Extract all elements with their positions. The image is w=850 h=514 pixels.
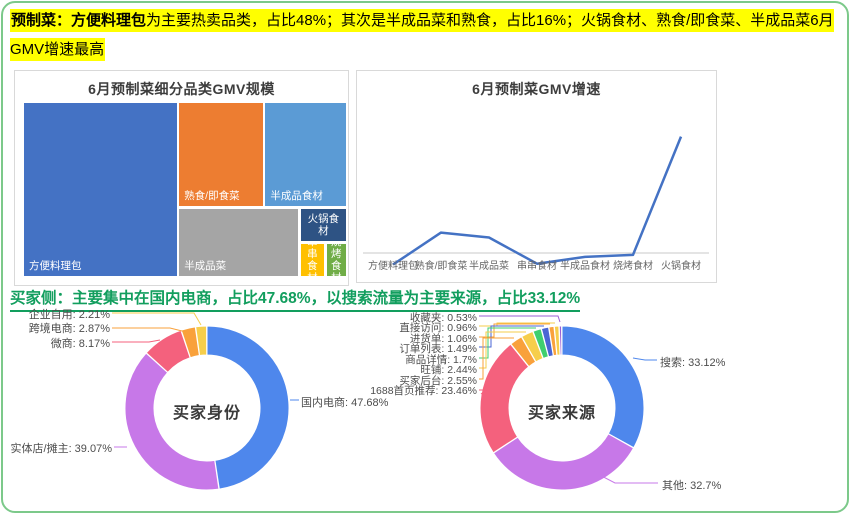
treemap-title: 6月预制菜细分品类GMV规模 — [88, 81, 275, 97]
pie-label-wangpu: 旺铺: 2.44% — [420, 364, 477, 376]
x-axis-label-6: 火锅食材 — [661, 261, 701, 272]
donut-slice-国内电商 — [206, 325, 290, 490]
pie-label-other: 其他: 32.7% — [662, 480, 722, 492]
treemap-cell-0: 方便料理包 — [23, 102, 178, 277]
x-axis-label-2: 半成品菜 — [469, 261, 509, 272]
pie-label-search: 搜索: 33.12% — [660, 357, 726, 369]
treemap-cell-label: 串串食材 — [307, 244, 318, 276]
treemap-cell-5: 串串食材 — [299, 242, 325, 277]
buyer-identity-donut — [124, 325, 290, 491]
treemap-cell-label: 熟食/即食菜 — [184, 190, 240, 202]
pie-label-enterprise: 企业自用: 2.21% — [28, 309, 110, 321]
buyer-source-center-label: 买家来源 — [527, 405, 596, 422]
donut-slice-收藏夹 — [558, 325, 563, 356]
line-chart-box: 6月预制菜GMV增速 方便料理包 熟食/即食菜 半成品菜 串串食材 半成品食材 烧烤食材火… — [356, 70, 717, 283]
pie-label-buyer-backend: 买家后台: 2.55% — [399, 375, 477, 387]
pie-label-direct: 直接访问: 0.96% — [399, 322, 477, 334]
x-axis-label-3: 串串食材 — [517, 261, 557, 272]
headline-highlight: 预制菜：方便料理包为主要热卖品类，占比48%；其次是半成品菜和熟食，占比16%；… — [10, 9, 834, 61]
pie-label-purchase-list: 进货单: 1.06% — [409, 333, 477, 345]
x-axis-label-4: 半成品食材 — [560, 261, 610, 272]
headline-bold: 预制菜：方便料理包 — [11, 12, 147, 29]
pie-label-favorites: 收藏夹: 0.53% — [409, 312, 477, 324]
headline-rest: 为主要热卖品类，占比48%；其次是半成品菜和熟食，占比16%；火锅食材、熟食/即… — [10, 12, 834, 58]
treemap-cell-4: 火锅食材 — [299, 207, 347, 243]
pie-label-order-list: 订单列表: 1.49% — [399, 343, 477, 355]
treemap-chart-box: 6月预制菜细分品类GMV规模 方便料理包 熟食/即食菜 半成品食材半成品菜 火锅食材串… — [14, 70, 349, 286]
pie-label-1688-home: 1688首页推荐: 23.46% — [370, 385, 477, 397]
donut-slice-实体店/摊主 — [124, 352, 220, 491]
x-axis-label-0: 方便料理包 — [368, 261, 418, 272]
x-axis-label-1: 熟食/即食菜 — [414, 261, 468, 272]
pie-label-product-detail: 商品详情: 1.7% — [405, 354, 477, 366]
line-chart-title: 6月预制菜GMV增速 — [472, 81, 601, 97]
treemap-cell-1: 熟食/即食菜 — [178, 102, 264, 207]
pie-label-store: 实体店/摊主: 39.07% — [10, 443, 112, 455]
growth-line-series — [392, 136, 683, 266]
buyer-identity-center-label: 买家身份 — [172, 405, 241, 422]
treemap-cell-label: 火锅食材 — [307, 212, 340, 237]
treemap-cell-label: 烧烤食材 — [331, 244, 342, 276]
buyers-headline: 买家侧：主要集中在国内电商，占比47.68%，以搜索流量为主要来源，占比33.1… — [10, 286, 581, 312]
x-axis-label-5: 烧烤食材 — [613, 261, 653, 272]
donut-slice-搜索 — [561, 325, 645, 449]
treemap-cell-label: 半成品食材 — [270, 190, 323, 202]
pie-label-weishang: 微商: 8.17% — [50, 338, 110, 350]
treemap-cell-2: 半成品食材 — [264, 102, 347, 207]
treemap-cell-label: 半成品菜 — [184, 259, 227, 272]
pie-label-crossborder: 跨境电商: 2.87% — [28, 323, 110, 335]
treemap-cell-6: 烧烤食材 — [325, 242, 347, 277]
growth-line-chart — [363, 136, 709, 266]
treemap-cell-3: 半成品菜 — [178, 207, 300, 277]
headline: 预制菜：方便料理包为主要热卖品类，占比48%；其次是半成品菜和熟食，占比16%；… — [10, 6, 844, 64]
pie-label-domestic-ecom: 国内电商: 47.68% — [301, 397, 389, 409]
donut-slice-企业自用 — [195, 325, 208, 357]
treemap-cell-label: 方便料理包 — [29, 260, 82, 272]
donut-slice-其他 — [492, 433, 635, 491]
